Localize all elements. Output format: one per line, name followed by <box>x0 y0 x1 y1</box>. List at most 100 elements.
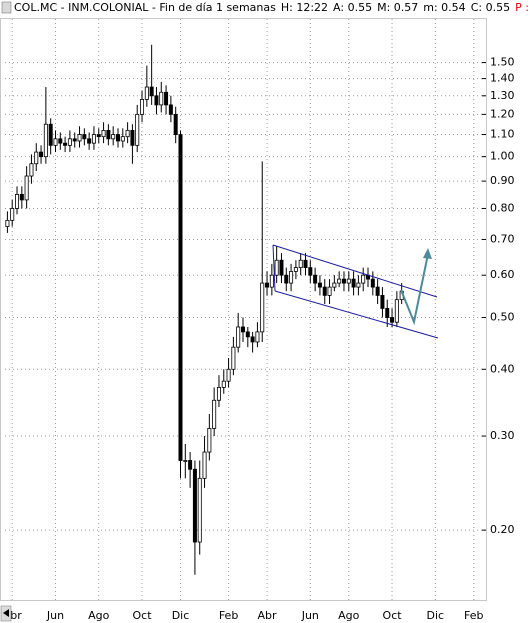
x-tick-label: Jun <box>46 609 64 622</box>
candle-body <box>140 98 145 115</box>
y-tick-label: 1.10 <box>490 128 515 141</box>
candle-body <box>327 286 332 296</box>
candle-body <box>173 113 178 135</box>
y-tick-label: 0.40 <box>490 362 515 375</box>
x-tick-label: Oct <box>133 609 153 622</box>
candle-body <box>144 86 149 100</box>
candle-body <box>72 138 77 142</box>
candle-body <box>356 282 361 288</box>
header-stat: H: 12:22 <box>281 1 328 14</box>
candle-body <box>197 477 202 543</box>
candle-body <box>216 386 221 401</box>
y-tick-label: 0.90 <box>490 174 515 187</box>
candle-body <box>39 151 44 158</box>
candle-body <box>375 286 380 296</box>
candle-body <box>317 282 322 288</box>
header-icon <box>1 1 12 14</box>
candle-body <box>279 259 284 276</box>
candle-body <box>221 380 226 388</box>
candle-body <box>207 428 212 453</box>
candle-body <box>168 104 173 115</box>
candle-body <box>250 336 255 343</box>
header-stat: C: 0.55 <box>471 1 510 14</box>
candle-body <box>149 86 154 97</box>
y-tick-label: 0.20 <box>490 523 515 536</box>
candle-body <box>164 91 169 106</box>
y-tick-label: 0.60 <box>490 268 515 281</box>
candle-body <box>101 129 106 138</box>
candle-body <box>337 278 342 284</box>
y-tick-label: 1.50 <box>490 56 515 69</box>
candle-body <box>341 278 346 284</box>
candle-body <box>120 136 125 142</box>
candle-body <box>111 134 116 140</box>
header-stat: A: 0.55 <box>333 1 372 14</box>
x-tick-label: Dic <box>172 609 190 622</box>
candle-body <box>67 138 72 146</box>
y-tick-label: 1.00 <box>490 150 515 163</box>
header-stat: m: 0.54 <box>423 1 465 14</box>
candle-body <box>380 294 385 309</box>
candle-body <box>15 193 20 209</box>
drawings <box>272 244 439 339</box>
candle-body <box>245 331 250 338</box>
candle-body <box>298 259 303 268</box>
candle-body <box>346 278 351 284</box>
candle-body <box>202 451 207 479</box>
candle-body <box>385 308 390 318</box>
y-tick-label: 0.30 <box>490 429 515 442</box>
candle-body <box>159 91 164 106</box>
candle-body <box>192 468 197 543</box>
candle-body <box>284 274 289 284</box>
candle-body <box>5 219 10 227</box>
candle-body <box>48 123 53 146</box>
y-tick-label: 0.80 <box>490 201 515 214</box>
candle-body <box>63 142 68 146</box>
candle-body <box>77 134 82 142</box>
y-tick-label: 0.50 <box>490 311 515 324</box>
candle-body <box>332 282 337 288</box>
candle-body <box>394 299 399 323</box>
candle-body <box>10 208 15 221</box>
x-tick-label: Feb <box>219 609 238 622</box>
candles <box>5 44 404 575</box>
candle-body <box>188 460 193 470</box>
channel-edge <box>272 244 276 292</box>
candle-body <box>96 134 101 138</box>
candle-body <box>322 286 327 296</box>
forecast-arrow <box>400 253 429 326</box>
candle-body <box>154 95 159 106</box>
candle-body <box>231 346 236 370</box>
candle-body <box>212 399 217 429</box>
plot-frame <box>0 18 487 601</box>
candle-body <box>361 274 366 284</box>
candle-body <box>24 175 29 201</box>
scroll-arrow <box>3 609 9 617</box>
candle-body <box>58 138 63 144</box>
candle-body <box>236 326 241 348</box>
candle-body <box>53 138 58 146</box>
candle-body <box>240 326 245 333</box>
candle-body <box>226 368 231 382</box>
candle-body <box>29 163 34 177</box>
candle-body <box>125 129 130 138</box>
candle-body <box>91 134 96 144</box>
x-tick-label: Jun <box>301 609 319 622</box>
candle-body <box>308 267 313 276</box>
candle-body <box>260 282 265 333</box>
candle-body <box>106 129 111 140</box>
x-tick-label: Ago <box>88 609 110 622</box>
candle-body <box>274 259 279 276</box>
grid: 1.50 1.40 1.30 1.20 1.10 1.00 0.90 0.80 0.70 0.60… <box>3 19 515 622</box>
candle-body <box>293 267 298 272</box>
candle-body <box>269 274 274 288</box>
x-tick-label: Dic <box>427 609 445 622</box>
candle-body <box>34 151 39 165</box>
candle-body <box>19 193 24 201</box>
candle-body <box>313 274 318 284</box>
x-tick-label: Feb <box>464 609 483 622</box>
x-tick-label: Oct <box>383 609 403 622</box>
candle-body <box>115 134 120 142</box>
